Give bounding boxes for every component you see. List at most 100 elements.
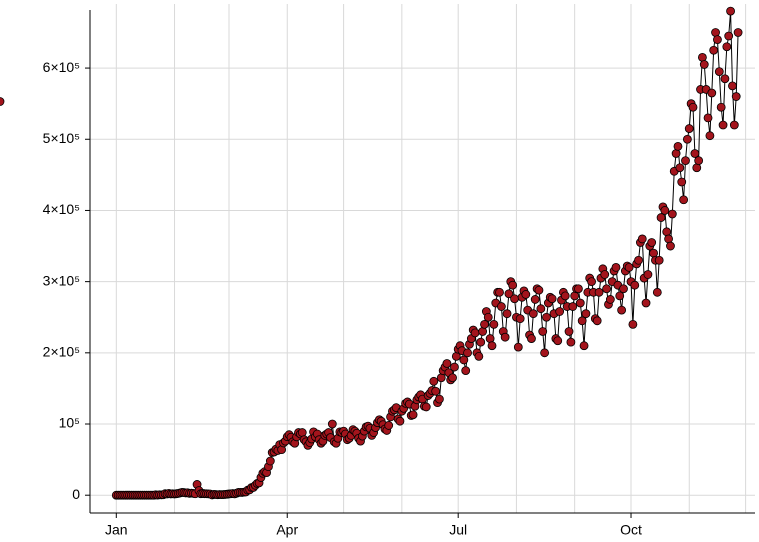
data-point — [671, 149, 681, 158]
data-point — [487, 341, 497, 351]
data-point — [690, 149, 700, 158]
data-point — [649, 248, 658, 258]
data-point — [297, 428, 307, 437]
data-point — [594, 287, 604, 297]
data-point — [662, 227, 672, 237]
data-point — [714, 67, 724, 77]
data-point — [555, 307, 565, 316]
data-point — [450, 362, 459, 372]
data-point — [619, 284, 628, 294]
data-point — [429, 376, 439, 386]
data-point — [461, 366, 471, 376]
data-point — [495, 287, 504, 297]
data-point — [675, 163, 685, 173]
data-point — [575, 298, 585, 308]
data-point — [682, 134, 692, 144]
data-point — [699, 60, 709, 69]
data-point — [527, 334, 536, 343]
data-point — [679, 195, 689, 205]
data-point — [436, 373, 446, 383]
data-point — [664, 234, 673, 244]
data-point — [435, 394, 444, 404]
data-point — [504, 289, 514, 299]
data-point — [327, 419, 337, 429]
data-point — [459, 355, 469, 365]
data-point — [476, 337, 486, 347]
data-point — [496, 302, 506, 311]
data-point — [421, 402, 431, 412]
data-point — [624, 262, 634, 272]
data-point — [474, 351, 484, 361]
data-point — [566, 337, 576, 347]
y-tick-label: 2×10⁵ — [43, 344, 80, 360]
x-tick-label: Oct — [620, 522, 642, 538]
data-point — [581, 309, 591, 319]
data-point — [577, 316, 587, 326]
data-point — [731, 92, 741, 101]
data-point — [673, 141, 683, 151]
data-point — [637, 234, 647, 244]
data-point — [711, 28, 720, 37]
data-point — [733, 28, 743, 37]
data-point — [530, 295, 540, 304]
data-point — [568, 302, 578, 311]
data-point — [716, 102, 726, 112]
x-tick-label: Apr — [276, 522, 298, 538]
x-tick-label: Jul — [449, 522, 467, 538]
y-tick-label: 4×10⁵ — [43, 201, 80, 217]
data-point — [726, 6, 735, 16]
data-point — [602, 284, 611, 294]
data-point — [713, 35, 722, 44]
data-point — [707, 88, 717, 98]
data-point — [485, 334, 495, 343]
data-point — [470, 328, 480, 338]
data-point — [489, 319, 499, 329]
data-point — [652, 287, 662, 297]
data-point — [605, 295, 615, 304]
data-point — [431, 386, 441, 396]
data-point — [698, 52, 707, 62]
data-point — [542, 312, 551, 322]
data-point — [500, 332, 510, 342]
data-point — [513, 342, 523, 352]
data-point — [510, 294, 519, 304]
data-point — [384, 421, 394, 430]
data-point — [647, 238, 657, 247]
data-point — [395, 416, 405, 426]
data-point — [587, 277, 596, 287]
data-point — [560, 291, 570, 301]
data-point — [480, 319, 489, 329]
data-point — [574, 284, 583, 294]
data-point — [630, 280, 640, 290]
data-point — [538, 327, 548, 336]
data-point — [628, 319, 638, 329]
data-point — [722, 42, 732, 52]
data-point — [502, 309, 512, 319]
data-point — [408, 410, 418, 420]
data-point — [677, 177, 687, 187]
data-point — [547, 294, 557, 304]
y-tick-label: 5×10⁵ — [43, 130, 80, 146]
data-point — [611, 262, 621, 272]
data-point — [634, 255, 643, 265]
data-point — [521, 290, 531, 299]
data-point — [265, 456, 275, 466]
data-point — [617, 305, 627, 315]
data-point — [528, 309, 538, 319]
data-point — [720, 74, 730, 84]
data-point — [641, 298, 651, 308]
data-point — [483, 312, 493, 322]
data-point — [684, 124, 694, 133]
data-point — [703, 113, 713, 123]
y-tick-label: 3×10⁵ — [43, 272, 80, 288]
y-tick-label: 10⁵ — [59, 415, 80, 431]
data-point — [600, 270, 610, 279]
data-point — [534, 285, 544, 295]
y-tick-label: 0 — [72, 486, 80, 502]
data-point — [728, 81, 737, 91]
data-point — [442, 359, 452, 368]
data-point — [564, 327, 574, 336]
data-point — [615, 291, 625, 301]
data-point — [694, 156, 704, 166]
